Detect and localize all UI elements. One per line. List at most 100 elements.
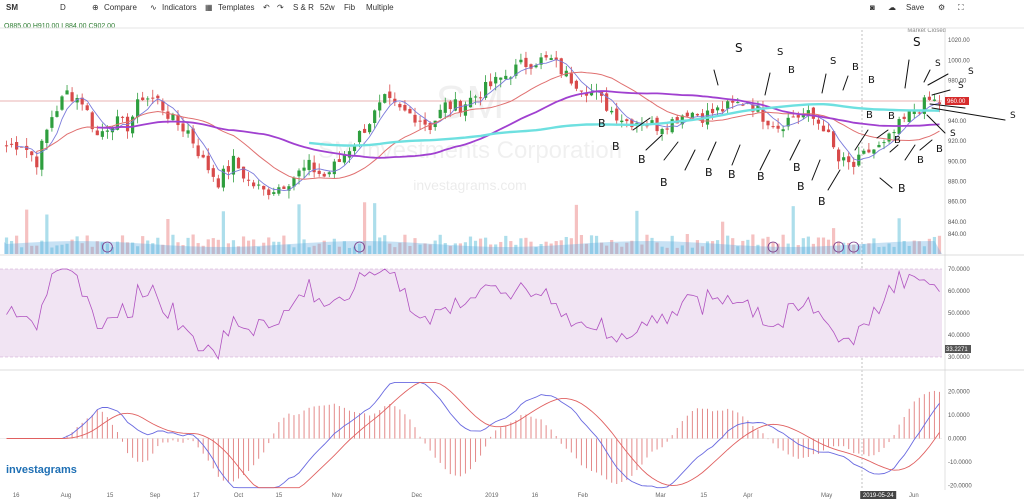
candle-body xyxy=(811,107,816,119)
x-tick-label: Oct xyxy=(234,493,244,499)
fib-button[interactable]: Fib xyxy=(344,3,356,12)
volume-bar xyxy=(771,242,775,254)
candle-body xyxy=(171,114,175,121)
x-tick-label: Feb xyxy=(578,493,589,499)
volume-bar xyxy=(781,234,785,254)
x-tick-label: 2019 xyxy=(485,493,499,499)
save-button[interactable]: Save xyxy=(906,3,925,12)
candle-body xyxy=(85,105,89,111)
save-icon[interactable]: ☁ xyxy=(888,3,896,12)
volume-bar xyxy=(408,245,412,254)
candle-body xyxy=(287,186,291,191)
volume-bar xyxy=(579,234,584,254)
sr-button[interactable]: S & R xyxy=(293,3,314,12)
annotation-stroke xyxy=(929,103,966,109)
templates-icon[interactable]: ▦ xyxy=(205,3,213,12)
volume-bar xyxy=(524,237,528,254)
volume-bar xyxy=(428,244,432,254)
candle-body xyxy=(877,144,881,148)
symbol-label[interactable]: SM xyxy=(6,3,18,12)
x-tick-label: 16 xyxy=(532,493,539,499)
multiple-button[interactable]: Multiple xyxy=(366,3,394,12)
candle-body xyxy=(494,76,498,84)
volume-bar xyxy=(277,241,281,254)
volume-bar xyxy=(751,234,755,254)
volume-bar xyxy=(146,240,150,254)
candle-body xyxy=(519,59,523,63)
annotation-mark: B xyxy=(866,110,873,121)
volume-bar xyxy=(862,244,866,254)
candle-body xyxy=(80,97,84,105)
volume-bar xyxy=(897,218,901,254)
candle-body xyxy=(660,129,664,135)
volume-bar xyxy=(468,236,473,254)
volume-bar xyxy=(90,246,94,254)
volume-bar xyxy=(130,242,135,254)
volume-bar xyxy=(675,247,679,254)
range-button[interactable]: 52w xyxy=(320,3,335,12)
candle-body xyxy=(408,108,412,114)
annotation-mark: B xyxy=(598,117,606,130)
annotation-stroke xyxy=(876,129,889,139)
watermark-site: investagrams.com xyxy=(413,177,527,193)
price-tick-label: 920.00 xyxy=(948,139,967,145)
volume-bar xyxy=(201,245,205,254)
templates-button[interactable]: Templates xyxy=(218,3,255,12)
undo-icon[interactable]: ↶ xyxy=(263,3,270,12)
volume-bar xyxy=(176,242,180,254)
annotation-stroke xyxy=(904,144,916,161)
volume-bar xyxy=(907,245,911,254)
candle-body xyxy=(801,115,805,118)
fullscreen-icon[interactable]: ⛶ xyxy=(958,3,964,12)
volume-bar xyxy=(690,247,694,254)
close-value: C902.00 xyxy=(88,23,115,30)
candle-body xyxy=(534,65,538,68)
annotation-stroke xyxy=(764,72,771,96)
candle-body xyxy=(368,124,372,133)
indicators-button[interactable]: Indicators xyxy=(162,3,197,12)
volume-bar xyxy=(514,244,518,254)
annotation-stroke xyxy=(879,177,893,189)
volume-bar xyxy=(327,244,331,254)
volume-bar xyxy=(494,244,498,254)
settings-icon[interactable]: ⚙ xyxy=(938,3,946,12)
volume-bar xyxy=(125,242,130,254)
volume-bar xyxy=(806,236,810,254)
candle-body xyxy=(610,110,614,113)
candle-body xyxy=(549,58,553,61)
volume-bar xyxy=(312,245,316,254)
volume-bar xyxy=(40,240,44,254)
volume-bar xyxy=(715,240,720,254)
redo-icon[interactable]: ↷ xyxy=(277,3,284,12)
annotation-mark: B xyxy=(852,62,859,73)
candle-body xyxy=(90,112,94,130)
volume-bar xyxy=(635,210,639,254)
candle-body xyxy=(892,132,896,134)
candle-body xyxy=(826,129,831,133)
annotation-stroke xyxy=(713,69,719,86)
candle-body xyxy=(514,64,518,76)
volume-bar xyxy=(741,240,745,254)
indicators-icon[interactable]: ∿ xyxy=(150,3,157,12)
price-panel xyxy=(0,27,1024,490)
volume-bar xyxy=(352,246,357,254)
volume-bar xyxy=(252,239,256,254)
compare-button[interactable]: Compare xyxy=(104,3,137,12)
market-status: Market Closed xyxy=(907,28,946,34)
volume-bar xyxy=(453,243,457,254)
dividend-marker xyxy=(833,241,845,253)
annotation-mark: S xyxy=(1010,111,1016,121)
camera-icon[interactable]: ◙ xyxy=(870,3,875,12)
candle-body xyxy=(484,81,488,98)
compare-icon[interactable]: ⊕ xyxy=(92,3,99,12)
current-price-badge xyxy=(945,97,969,105)
rsi-line xyxy=(6,268,940,361)
x-tick-label: Nov xyxy=(332,493,343,499)
candle-body xyxy=(771,126,775,128)
interval-button[interactable]: D xyxy=(60,3,66,12)
candle-body xyxy=(665,128,669,130)
volume-bar xyxy=(151,243,155,254)
volume-bar xyxy=(393,247,397,254)
volume-bar xyxy=(9,240,14,254)
